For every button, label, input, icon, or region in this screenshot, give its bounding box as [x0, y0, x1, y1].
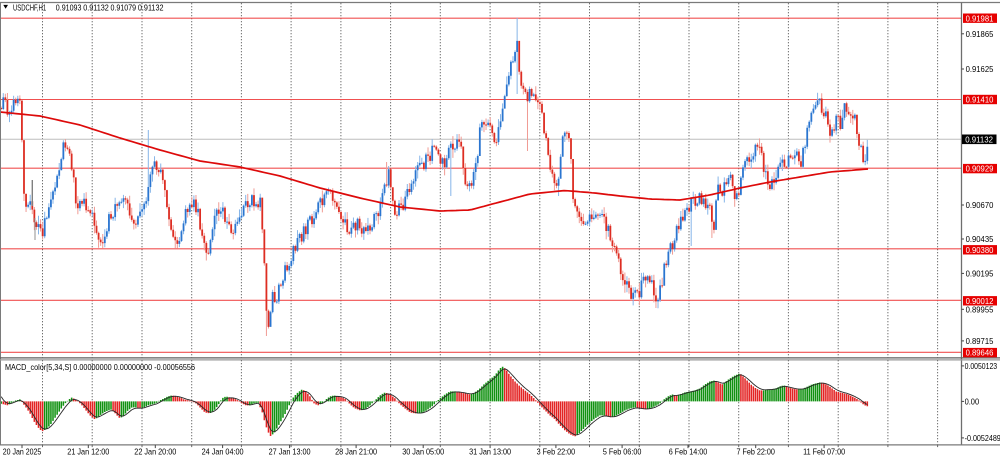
- svg-text:0.90380: 0.90380: [966, 245, 994, 255]
- svg-text:0.0050123: 0.0050123: [965, 361, 998, 371]
- svg-text:5 Feb 06:00: 5 Feb 06:00: [603, 447, 642, 457]
- svg-text:0.90195: 0.90195: [966, 269, 994, 279]
- svg-text:0.91132: 0.91132: [138, 2, 164, 12]
- svg-text:0.91132: 0.91132: [965, 135, 993, 145]
- svg-text:3 Feb 22:00: 3 Feb 22:00: [537, 447, 576, 457]
- svg-text:0.89646: 0.89646: [966, 348, 994, 358]
- svg-text:0.91410: 0.91410: [966, 95, 994, 105]
- svg-text:0.91093: 0.91093: [56, 2, 82, 12]
- svg-text:11 Feb 07:00: 11 Feb 07:00: [803, 447, 845, 457]
- svg-text:20 Jan 2025: 20 Jan 2025: [3, 447, 42, 457]
- svg-text:0.91981: 0.91981: [966, 13, 994, 23]
- svg-text:0.90929: 0.90929: [966, 164, 994, 174]
- svg-text:31 Jan 13:00: 31 Jan 13:00: [469, 447, 511, 457]
- svg-text:0.90435: 0.90435: [966, 234, 994, 244]
- svg-text:0.91132: 0.91132: [83, 2, 109, 12]
- svg-text:0.91865: 0.91865: [966, 29, 994, 39]
- svg-text:30 Jan 05:00: 30 Jan 05:00: [402, 447, 444, 457]
- svg-text:7 Feb 22:00: 7 Feb 22:00: [736, 447, 775, 457]
- svg-text:27 Jan 13:00: 27 Jan 13:00: [269, 447, 311, 457]
- svg-text:24 Jan 04:00: 24 Jan 04:00: [202, 447, 244, 457]
- svg-text:USDCHF,H1: USDCHF,H1: [13, 2, 46, 12]
- svg-text:MACD_color[5,34,S] 0.00000000: MACD_color[5,34,S] 0.00000000 0.00000000…: [5, 362, 195, 372]
- svg-text:-0.0052489: -0.0052489: [965, 433, 1000, 443]
- svg-text:0.91079: 0.91079: [111, 2, 137, 12]
- svg-text:0.91625: 0.91625: [966, 64, 994, 74]
- svg-text:0.89715: 0.89715: [966, 336, 994, 346]
- svg-text:0.89955: 0.89955: [966, 304, 994, 314]
- svg-text:0.00: 0.00: [965, 397, 980, 407]
- svg-text:28 Jan 21:00: 28 Jan 21:00: [335, 447, 377, 457]
- svg-text:0.90670: 0.90670: [966, 200, 994, 210]
- svg-text:0.90012: 0.90012: [966, 296, 994, 306]
- svg-text:6 Feb 14:00: 6 Feb 14:00: [669, 447, 708, 457]
- svg-text:21 Jan 12:00: 21 Jan 12:00: [67, 447, 109, 457]
- svg-text:22 Jan 20:00: 22 Jan 20:00: [134, 447, 176, 457]
